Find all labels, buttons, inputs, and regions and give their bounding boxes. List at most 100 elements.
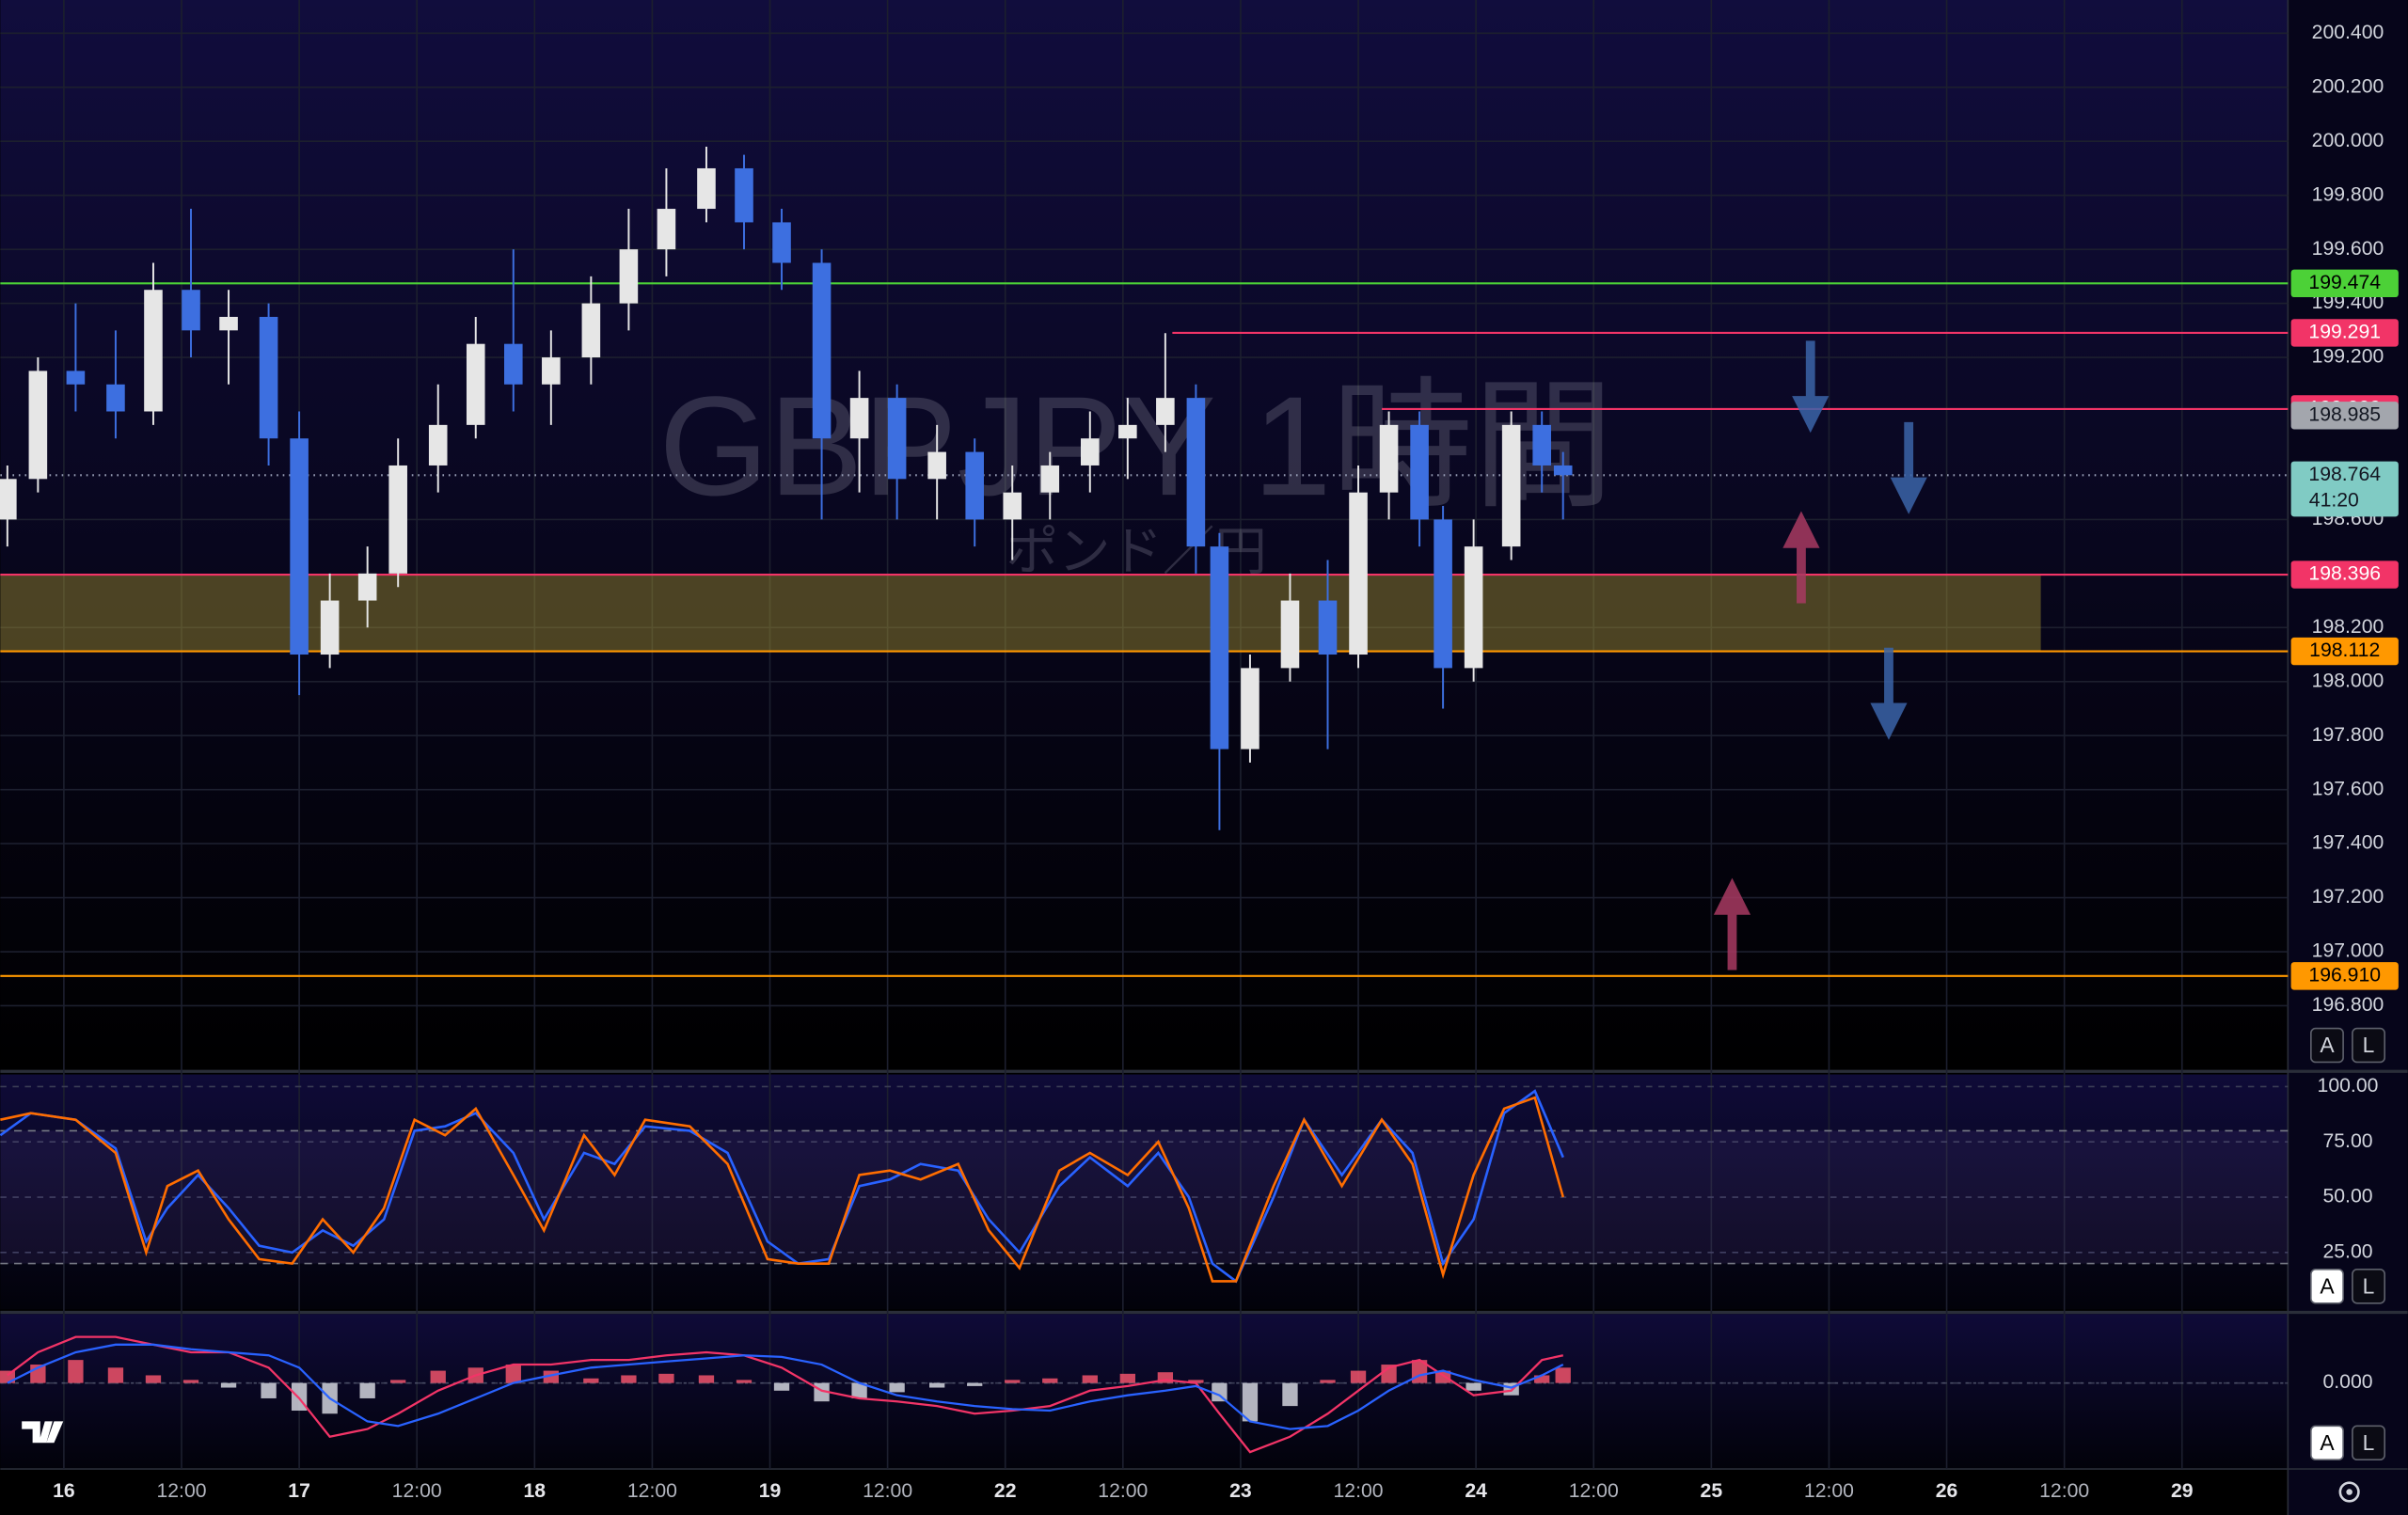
candle-body: [1532, 424, 1551, 466]
scale-button[interactable]: [2310, 1269, 2344, 1304]
candle-body: [1210, 546, 1229, 750]
histogram-bar: [1082, 1375, 1098, 1383]
level-label: 199.474: [2308, 272, 2381, 293]
x-tick-label: 12:00: [392, 1480, 442, 1502]
y-tick-label: 200.000: [2312, 130, 2384, 151]
x-tick-label: 12:00: [2039, 1480, 2089, 1502]
candle-body: [144, 290, 163, 412]
x-tick-label: 12:00: [1804, 1480, 1854, 1502]
histogram-bar: [145, 1375, 162, 1383]
candle-body: [1349, 492, 1368, 655]
x-tick-label: 22: [994, 1480, 1017, 1502]
histogram-bar: [658, 1373, 674, 1383]
x-tick-label: 12:00: [156, 1480, 206, 1502]
candle-body: [320, 600, 340, 655]
x-tick-label: 26: [1936, 1480, 1958, 1502]
histogram-bar: [359, 1382, 375, 1398]
x-tick-label: 12:00: [1569, 1480, 1619, 1502]
scale-button[interactable]: [2352, 1425, 2385, 1461]
candle-body: [1186, 398, 1206, 547]
level-label: 199.291: [2308, 322, 2381, 343]
candle-body: [542, 357, 561, 385]
x-tick-label: 12:00: [1334, 1480, 1384, 1502]
scale-button-label[interactable]: L: [2363, 1430, 2375, 1455]
histogram-bar: [1242, 1382, 1259, 1422]
candle-body: [965, 451, 984, 520]
candle-body: [1553, 465, 1573, 476]
tradingview-logo: [22, 1421, 64, 1444]
macd-pane: [0, 1314, 2289, 1470]
macd-line: [7, 1335, 1564, 1454]
candle-body: [357, 573, 377, 601]
y-tick-label: 198.200: [2312, 616, 2384, 638]
histogram-bar: [182, 1380, 199, 1383]
candle-body: [1501, 424, 1521, 547]
settings-gear[interactable]: [2338, 1481, 2360, 1503]
y-tick-label: 0.000: [2322, 1371, 2372, 1393]
candle-body: [1434, 519, 1452, 669]
scale-button-label[interactable]: A: [2320, 1273, 2335, 1298]
candle-body: [0, 479, 17, 520]
labels: 16 12:00 17 12:00 18 12:00 19 12:00 22 12:00 23 12:…: [53, 22, 2399, 1502]
scale-button-label[interactable]: A: [2320, 1033, 2335, 1057]
level-label-box: [2290, 402, 2399, 430]
histogram-bar: [851, 1382, 867, 1398]
x-tick-label: 16: [53, 1480, 75, 1502]
histogram-bar: [1005, 1380, 1021, 1383]
scale-button-label[interactable]: A: [2320, 1430, 2335, 1455]
candle-body: [1241, 668, 1259, 750]
histogram-bar: [1212, 1382, 1228, 1402]
x-tick-label: 23: [1229, 1480, 1252, 1502]
histogram-bar: [430, 1370, 446, 1383]
down-arrow: [1890, 421, 1927, 514]
histogram-bar: [773, 1382, 790, 1391]
drawings: [1713, 340, 1927, 971]
y-tick-label: 197.000: [2312, 940, 2384, 962]
histogram-bar: [390, 1380, 406, 1383]
down-arrow: [1870, 647, 1908, 740]
x-tick-label: 12:00: [627, 1480, 677, 1502]
y-tick-label: 199.200: [2312, 346, 2384, 368]
histogram-bar: [967, 1382, 983, 1386]
candle-body: [106, 384, 125, 412]
settings[interactable]: [2338, 1481, 2360, 1503]
candle-body: [1003, 492, 1022, 520]
zone: [0, 575, 2041, 652]
y-tick-label: 25.00: [2322, 1240, 2372, 1262]
y-tick-label: 197.600: [2312, 778, 2384, 799]
y-tick-label: 198.000: [2312, 670, 2384, 691]
up-arrow: [1782, 511, 1820, 604]
scale-button[interactable]: [2352, 1027, 2385, 1064]
histogram-bar: [621, 1375, 637, 1383]
candle-body: [219, 316, 238, 331]
y-tick-label: 197.800: [2312, 724, 2384, 746]
scale-button[interactable]: [2310, 1027, 2344, 1064]
zones: [0, 282, 2289, 1384]
level-label: 198.396: [2308, 563, 2381, 585]
scale-button-label[interactable]: L: [2363, 1033, 2375, 1057]
candle-body: [66, 371, 86, 385]
watermark-symbol: GBPJPY 1時間: [659, 367, 1614, 525]
histogram-bar: [1350, 1370, 1367, 1383]
histogram-bar: [261, 1382, 277, 1398]
x-tick-label: 12:00: [863, 1480, 912, 1502]
countdown-label: 41:20: [2309, 490, 2359, 512]
scale-button[interactable]: [2310, 1425, 2344, 1461]
marks: [0, 146, 1573, 1454]
candle-body: [503, 343, 523, 385]
candle-body: [927, 451, 946, 480]
up-arrow: [1713, 877, 1751, 971]
x-tick-label: 17: [288, 1480, 310, 1502]
candle-body: [466, 343, 485, 425]
settings-gear-center: [2346, 1489, 2353, 1495]
histogram-bar: [68, 1360, 84, 1383]
stoch-line: [0, 1096, 1565, 1283]
histogram-bar: [1157, 1372, 1174, 1383]
x-tick-label: 12:00: [1098, 1480, 1148, 1502]
x-tick-label: 18: [524, 1480, 547, 1502]
candle-body: [259, 316, 278, 439]
scale-button-label[interactable]: L: [2363, 1273, 2375, 1298]
histogram-bar: [505, 1365, 521, 1383]
scale-button[interactable]: [2352, 1269, 2385, 1304]
